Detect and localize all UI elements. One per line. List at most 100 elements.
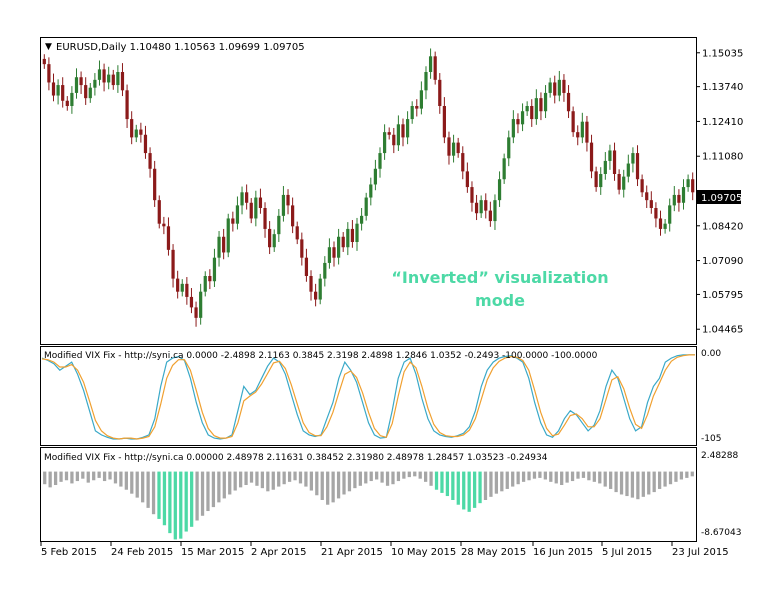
candle-body [51, 82, 56, 96]
histogram-bar [500, 471, 504, 492]
histogram-bar [228, 471, 232, 495]
candle-body [539, 98, 543, 112]
histogram-bar [521, 471, 526, 482]
candle-body [631, 153, 635, 164]
candle-body [622, 176, 626, 190]
histogram-bar [619, 471, 624, 495]
histogram-bar [581, 471, 586, 478]
current-price-label: 1.09705 [701, 193, 742, 204]
price-tick-label: 1.11080 [702, 152, 743, 163]
price-tick-label: 1.08420 [702, 221, 743, 232]
candle-body [268, 228, 272, 248]
histogram-bar [238, 471, 243, 488]
symbol-line: EURUSD,Daily 1.10480 1.10563 1.09699 1.0… [56, 42, 305, 53]
candle-body [304, 257, 309, 276]
candle-body [281, 194, 286, 216]
candle-body [47, 64, 51, 83]
histogram-bar [141, 471, 145, 503]
candle-body [93, 79, 97, 88]
histogram-bar [407, 471, 411, 478]
candle-body [438, 79, 442, 106]
histogram-bar [451, 471, 455, 500]
candle-body [585, 121, 589, 143]
histogram-bar [494, 471, 499, 494]
histogram-bar [119, 471, 123, 487]
candle-body [608, 150, 612, 161]
main-header-triangle-icon[interactable]: ▼ [45, 42, 52, 52]
candle-body [84, 85, 88, 99]
candle-body [617, 174, 621, 190]
price-tick-label: 1.12410 [702, 117, 743, 128]
histogram-bar [380, 471, 384, 483]
histogram-bar [570, 471, 575, 482]
vix-tick-bottom: -105 [701, 434, 721, 444]
histogram-bar [532, 471, 537, 479]
histogram-bar [195, 471, 199, 521]
candle-body [332, 247, 336, 258]
candle-body [203, 276, 207, 292]
histogram-bar [102, 471, 107, 482]
candle-body [314, 291, 318, 300]
histogram-bar [483, 471, 488, 500]
candle-body [392, 134, 396, 146]
histogram-bar [211, 471, 216, 508]
candle-body [576, 132, 580, 138]
candle-body [589, 142, 594, 172]
candle-body [543, 92, 548, 112]
candle-body [56, 85, 60, 96]
histogram-bar [43, 471, 47, 485]
candle-body [185, 283, 189, 297]
candle-body [442, 106, 446, 138]
histogram-bar [685, 471, 689, 478]
candle-body [654, 208, 658, 219]
histogram-bar [326, 471, 330, 505]
date-tick-label: 21 Apr 2015 [321, 547, 383, 558]
date-tick-label: 5 Feb 2015 [41, 547, 97, 558]
candle-body [359, 215, 364, 224]
candle-body [148, 153, 152, 169]
date-tick-label: 23 Jul 2015 [672, 547, 729, 558]
histogram-bar [679, 471, 684, 480]
histogram-bar [657, 471, 662, 489]
date-tick-label: 16 Jun 2015 [533, 547, 593, 558]
candle-body [318, 278, 322, 300]
histogram-bar [560, 471, 564, 486]
annotation-line-1: “Inverted” visualization [391, 268, 608, 287]
candle-body [562, 79, 566, 93]
candle-body [516, 119, 520, 125]
histogram-bar [113, 471, 118, 484]
candle-body [336, 236, 341, 258]
histogram-bar [222, 471, 226, 499]
candle-body [134, 129, 138, 138]
candle-body [520, 111, 525, 125]
candle-body [245, 192, 249, 203]
candle-body [677, 194, 681, 203]
histogram-bar [527, 471, 531, 481]
candle-body [240, 192, 244, 206]
candle-body [42, 58, 46, 65]
histogram-bar [271, 471, 275, 490]
histogram-bar [516, 471, 520, 485]
vix-tick-top: 0.00 [701, 349, 721, 359]
histogram-bar [424, 471, 428, 482]
histogram-bar [396, 471, 401, 482]
candle-body [612, 150, 617, 174]
candle-body [309, 276, 313, 292]
price-tick-label: 1.13740 [702, 82, 743, 93]
candle-body [566, 92, 571, 112]
annotation-line-2: mode [475, 291, 525, 310]
histogram-header: Modified VIX Fix - http://syni.ca 0.0000… [44, 453, 548, 463]
candle-body [180, 283, 184, 292]
candle-body [111, 74, 115, 86]
candle-body [668, 205, 672, 224]
histogram-bar [206, 471, 210, 512]
histogram-bar [429, 471, 433, 486]
candle-body [479, 200, 483, 214]
histogram-bar [456, 471, 460, 505]
candle-body [286, 194, 290, 206]
vix-line-series [41, 354, 695, 440]
histogram-bar [255, 471, 259, 486]
candle-body [451, 142, 456, 156]
histogram-tick-top: 2.48288 [701, 451, 738, 461]
